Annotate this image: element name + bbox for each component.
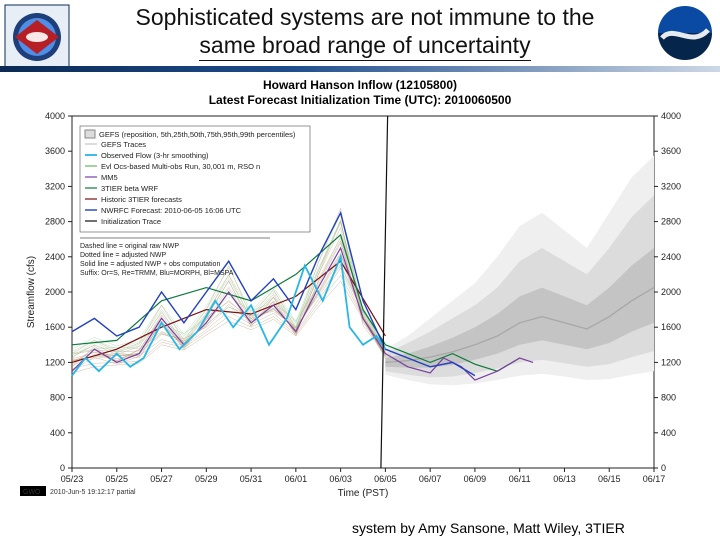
svg-text:800: 800 (661, 393, 676, 403)
svg-text:3600: 3600 (661, 146, 681, 156)
svg-text:2000: 2000 (661, 287, 681, 297)
chart-provenance: GWO 2010-Jun-5 19:12:17 partial (20, 486, 136, 496)
svg-text:Suffix: Or=S, Re=TRMM, Blu=MOR: Suffix: Or=S, Re=TRMM, Blu=MORPH, Bl=MSP… (80, 270, 234, 277)
svg-text:06/01: 06/01 (285, 474, 308, 484)
svg-text:06/13: 06/13 (553, 474, 576, 484)
svg-text:0: 0 (661, 463, 666, 473)
chart-legend: GEFS (reposition, 5th,25th,50th,75th,95t… (80, 126, 310, 232)
nws-logo (4, 4, 70, 70)
svg-text:1200: 1200 (45, 357, 65, 367)
svg-text:GEFS Traces: GEFS Traces (101, 140, 146, 149)
slide-title: Sophisticated systems are not immune to … (90, 4, 640, 61)
svg-text:4000: 4000 (661, 111, 681, 121)
svg-text:05/31: 05/31 (240, 474, 263, 484)
svg-text:05/27: 05/27 (150, 474, 173, 484)
svg-text:Initialization Trace: Initialization Trace (101, 217, 161, 226)
slide-title-line1: Sophisticated systems are not immune to … (90, 4, 640, 32)
svg-text:Historic 3TIER forecasts: Historic 3TIER forecasts (101, 195, 182, 204)
svg-text:2400: 2400 (45, 252, 65, 262)
header: Sophisticated systems are not immune to … (0, 0, 720, 72)
svg-text:06/09: 06/09 (464, 474, 487, 484)
svg-text:3TIER beta WRF: 3TIER beta WRF (101, 184, 159, 193)
svg-text:Evl Ocs-based Multi-obs Run, 3: Evl Ocs-based Multi-obs Run, 30,001 m, R… (101, 162, 260, 171)
svg-text:Observed Flow (3-hr smoothing): Observed Flow (3-hr smoothing) (101, 151, 209, 160)
slide-title-line2: same broad range of uncertainty (199, 32, 530, 62)
credit-text: system by Amy Sansone, Matt Wiley, 3TIER (352, 520, 625, 536)
svg-text:400: 400 (50, 428, 65, 438)
svg-text:2010-Jun-5 19:12:17 partial: 2010-Jun-5 19:12:17 partial (50, 489, 136, 496)
svg-text:06/17: 06/17 (643, 474, 666, 484)
svg-text:GWO: GWO (23, 489, 41, 496)
svg-text:2400: 2400 (661, 252, 681, 262)
chart-svg: 0 0 400 400 800 800 1200 1200 1600 1600 2000 2000 24… (18, 108, 702, 502)
svg-text:Dashed line = original raw NWP: Dashed line = original raw NWP (80, 243, 179, 250)
noaa-logo (656, 4, 714, 62)
svg-text:0: 0 (60, 463, 65, 473)
svg-text:3200: 3200 (661, 181, 681, 191)
svg-text:06/07: 06/07 (419, 474, 442, 484)
svg-text:3200: 3200 (45, 181, 65, 191)
chart-title-line2: Latest Forecast Initialization Time (UTC… (18, 93, 702, 108)
svg-text:400: 400 (661, 428, 676, 438)
svg-text:3600: 3600 (45, 146, 65, 156)
chart-container: Howard Hanson Inflow (12105800) Latest F… (18, 78, 702, 502)
svg-text:05/29: 05/29 (195, 474, 218, 484)
svg-text:2000: 2000 (45, 287, 65, 297)
svg-text:06/11: 06/11 (509, 474, 531, 484)
slide: Sophisticated systems are not immune to … (0, 0, 720, 540)
svg-text:2800: 2800 (45, 217, 65, 227)
svg-text:1200: 1200 (661, 357, 681, 367)
svg-text:MM5: MM5 (101, 173, 118, 182)
svg-text:4000: 4000 (45, 111, 65, 121)
svg-text:800: 800 (50, 393, 65, 403)
svg-text:Dotted line = adjusted NWP: Dotted line = adjusted NWP (80, 252, 167, 259)
svg-text:2800: 2800 (661, 217, 681, 227)
chart-title-line1: Howard Hanson Inflow (12105800) (18, 78, 702, 93)
svg-text:05/23: 05/23 (61, 474, 84, 484)
svg-text:Solid line = adjusted NWP + ob: Solid line = adjusted NWP + obs computat… (80, 261, 220, 268)
svg-text:Streamflow (cfs): Streamflow (cfs) (26, 256, 37, 328)
svg-text:1600: 1600 (45, 322, 65, 332)
svg-text:GEFS (reposition, 5th,25th,50t: GEFS (reposition, 5th,25th,50th,75th,95t… (99, 130, 296, 139)
svg-text:NWRFC Forecast: 2010-06-05 16:: NWRFC Forecast: 2010-06-05 16:06 UTC (101, 206, 242, 215)
svg-text:06/15: 06/15 (598, 474, 621, 484)
svg-text:06/05: 06/05 (374, 474, 397, 484)
svg-text:1600: 1600 (661, 322, 681, 332)
header-gradient-bar (0, 66, 720, 72)
svg-text:Time (PST): Time (PST) (338, 488, 389, 499)
chart-title: Howard Hanson Inflow (12105800) Latest F… (18, 78, 702, 108)
svg-text:06/03: 06/03 (329, 474, 352, 484)
svg-text:05/25: 05/25 (106, 474, 129, 484)
